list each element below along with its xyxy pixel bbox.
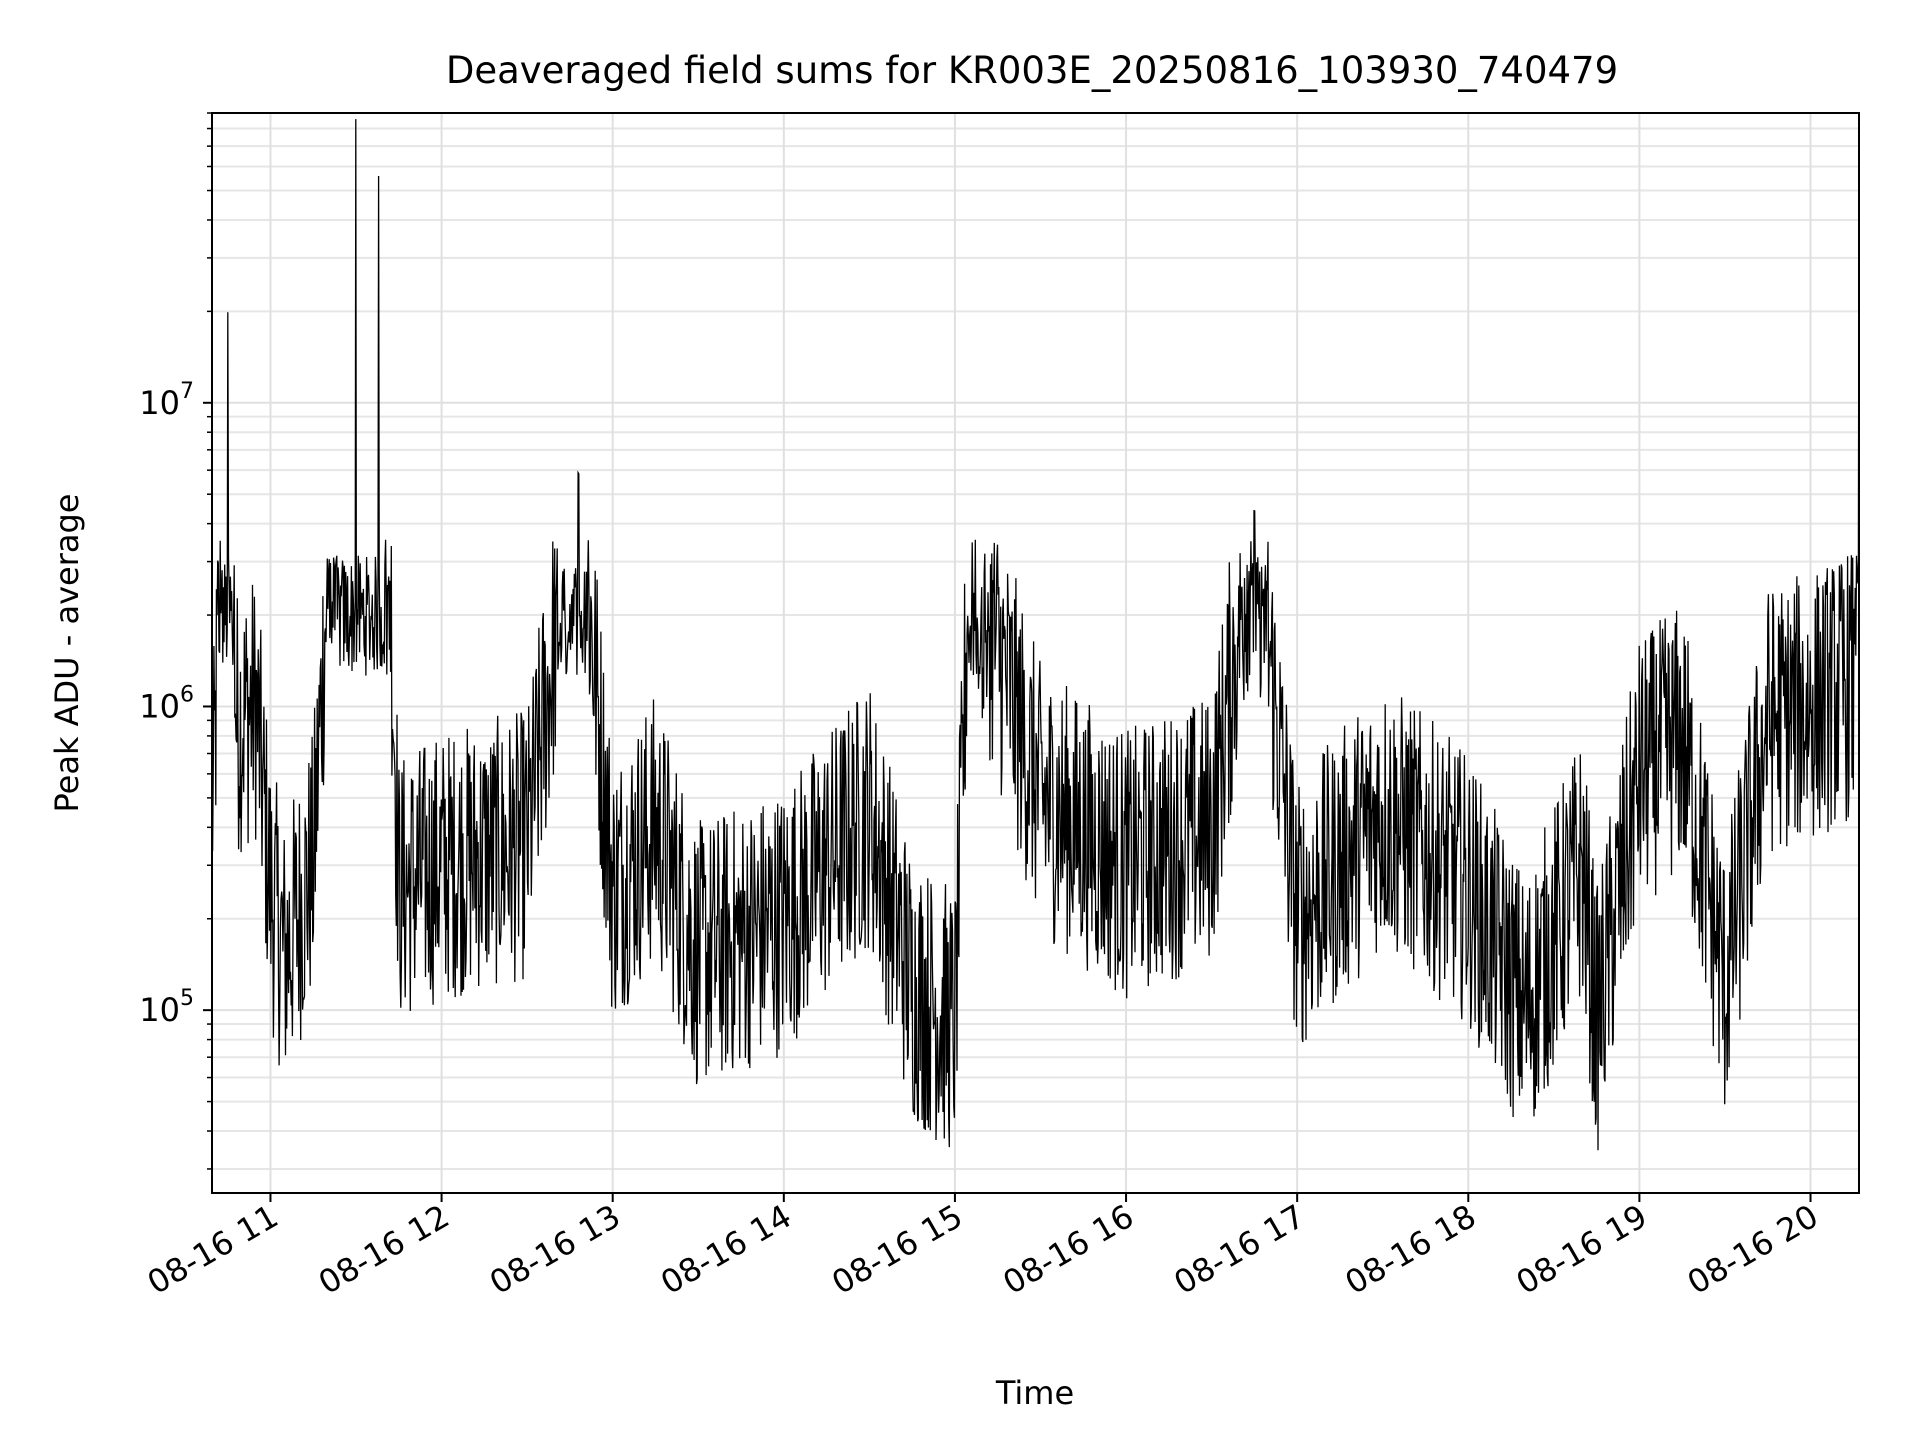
series-line xyxy=(211,119,1860,1151)
y-tick-label: 106 xyxy=(139,682,194,725)
axis-ticks xyxy=(203,112,1812,1202)
chart-title: Deaveraged field sums for KR003E_2025081… xyxy=(446,49,1618,92)
plot-series xyxy=(211,119,1860,1151)
y-tick-labels: 105 106 107 xyxy=(139,379,194,1029)
y-tick-label: 107 xyxy=(139,379,194,422)
y-tick-label: 105 xyxy=(139,986,194,1029)
plot-frame xyxy=(211,112,1860,1194)
x-axis-label: Time xyxy=(995,1374,1074,1412)
y-axis-label: Peak ADU - average xyxy=(48,494,86,813)
